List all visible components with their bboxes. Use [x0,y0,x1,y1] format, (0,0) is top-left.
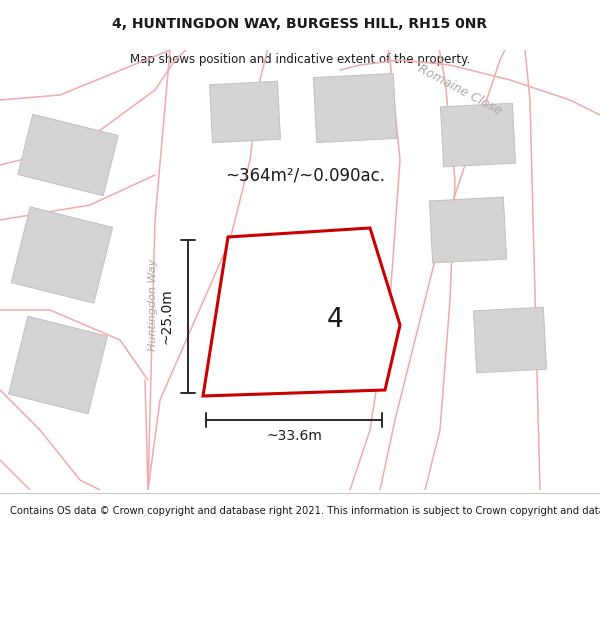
Polygon shape [209,81,280,142]
Text: ~364m²/~0.090ac.: ~364m²/~0.090ac. [225,166,385,184]
Polygon shape [430,197,506,263]
Text: Map shows position and indicative extent of the property.: Map shows position and indicative extent… [130,54,470,66]
Polygon shape [473,308,547,372]
Text: Huntingdon Way: Huntingdon Way [148,259,158,351]
Text: ~33.6m: ~33.6m [266,429,322,443]
Text: 4, HUNTINGDON WAY, BURGESS HILL, RH15 0NR: 4, HUNTINGDON WAY, BURGESS HILL, RH15 0N… [112,17,488,31]
Text: ~25.0m: ~25.0m [159,289,173,344]
Polygon shape [11,207,113,303]
Polygon shape [18,114,118,196]
Text: Romaine Close: Romaine Close [416,62,504,118]
Text: 4: 4 [327,308,344,333]
Polygon shape [440,103,515,167]
Polygon shape [8,316,107,414]
Polygon shape [203,228,400,396]
Polygon shape [313,74,397,142]
Text: Contains OS data © Crown copyright and database right 2021. This information is : Contains OS data © Crown copyright and d… [10,506,600,516]
Polygon shape [253,331,317,389]
